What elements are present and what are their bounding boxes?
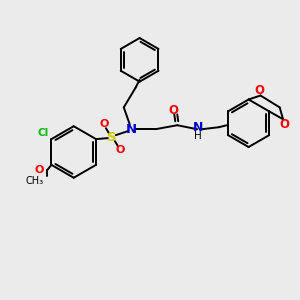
Text: O: O bbox=[115, 145, 124, 155]
Text: CH₃: CH₃ bbox=[26, 176, 44, 186]
Text: N: N bbox=[193, 121, 203, 134]
Text: Cl: Cl bbox=[37, 128, 48, 138]
Text: O: O bbox=[254, 84, 265, 97]
Text: O: O bbox=[168, 104, 178, 117]
Text: H: H bbox=[194, 131, 202, 141]
Text: O: O bbox=[279, 118, 289, 131]
Text: O: O bbox=[34, 165, 44, 175]
Text: S: S bbox=[107, 130, 117, 144]
Text: O: O bbox=[99, 119, 109, 129]
Text: N: N bbox=[126, 123, 137, 136]
